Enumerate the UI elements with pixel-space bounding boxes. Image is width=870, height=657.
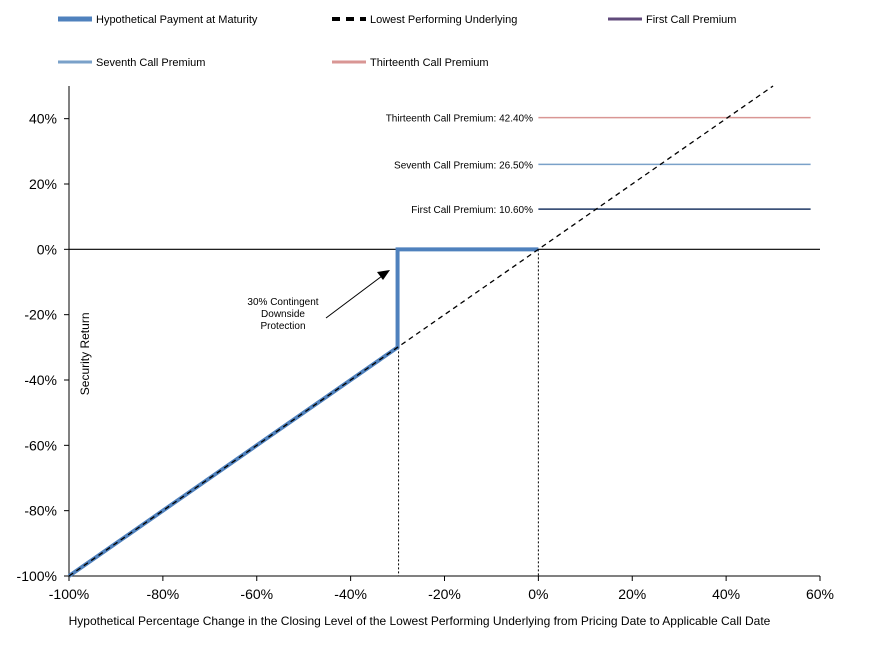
series-line-lowest-performing-underlying: [68, 85, 774, 577]
annotation-arrow-line: [325, 275, 383, 319]
annotation-arrow-head: [377, 270, 390, 280]
y-tick-label: -60%: [24, 437, 57, 453]
annotation-protection-line: Downside: [261, 309, 305, 320]
x-tick-label: -60%: [240, 586, 273, 602]
annotation-first-call-premium: First Call Premium: 10.60%: [411, 205, 533, 216]
y-tick-label: -40%: [24, 372, 57, 388]
legend-label: Thirteenth Call Premium: [370, 57, 489, 69]
legend-label: Hypothetical Payment at Maturity: [96, 14, 258, 26]
y-tick-label: 0%: [37, 241, 57, 257]
x-tick-label: -40%: [334, 586, 367, 602]
annotation-layer: Thirteenth Call Premium: 42.40% Seventh C…: [247, 114, 533, 332]
y-tick-label: -100%: [17, 568, 57, 584]
x-tick-label: -20%: [428, 586, 461, 602]
legend-label: First Call Premium: [646, 14, 736, 26]
series-layer: [67, 85, 811, 578]
y-tick-label: 20%: [29, 176, 57, 192]
y-axis-title: Security Return: [78, 313, 92, 396]
annotation-protection-line: Protection: [260, 321, 305, 332]
x-tick-label: 20%: [618, 586, 646, 602]
x-axis-title: Hypothetical Percentage Change in the Cl…: [69, 614, 771, 628]
x-tick-label: -80%: [147, 586, 180, 602]
x-tick-label: 40%: [712, 586, 740, 602]
legend-label: Lowest Performing Underlying: [370, 14, 517, 26]
legend: Hypothetical Payment at Maturity Lowest P…: [58, 14, 736, 69]
axes: -100% -80% -60% -40% -20% 0% 20% 40% -100% -80% -6…: [17, 86, 834, 628]
x-tick-label: -100%: [49, 586, 89, 602]
y-tick-label: -80%: [24, 503, 57, 519]
x-tick-label: 0%: [528, 586, 548, 602]
annotation-protection-line: 30% Contingent: [247, 297, 318, 308]
legend-label: Seventh Call Premium: [96, 57, 205, 69]
annotation-thirteenth-call-premium: Thirteenth Call Premium: 42.40%: [386, 114, 533, 125]
y-tick-label: 40%: [29, 111, 57, 127]
y-tick-label: -20%: [24, 307, 57, 323]
x-tick-label: 60%: [806, 586, 834, 602]
annotation-seventh-call-premium: Seventh Call Premium: 26.50%: [394, 160, 533, 171]
